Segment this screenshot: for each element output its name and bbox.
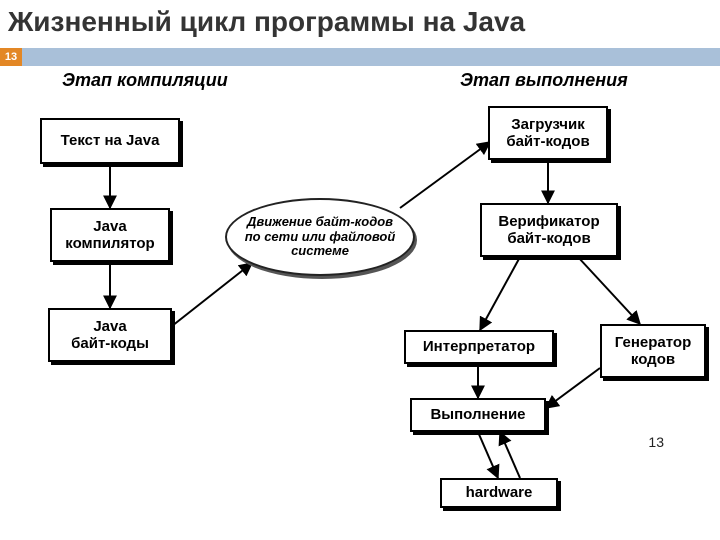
node-compiler-label: Javaкомпилятор bbox=[65, 218, 154, 253]
node-hardware: hardware bbox=[440, 478, 558, 508]
node-verifier: Верификаторбайт-кодов bbox=[480, 203, 618, 257]
node-compiler: Javaкомпилятор bbox=[50, 208, 170, 262]
node-execution: Выполнение bbox=[410, 398, 546, 432]
diagram-canvas: Этап компиляции Этап выполнения Текст на… bbox=[0, 58, 720, 540]
node-interpreter: Интерпретатор bbox=[404, 330, 554, 364]
node-codegen: Генераторкодов bbox=[600, 324, 706, 378]
node-codegen-label: Генераторкодов bbox=[615, 334, 691, 369]
node-interpreter-label: Интерпретатор bbox=[423, 338, 535, 355]
node-source: Текст на Java bbox=[40, 118, 180, 164]
section-compile-label: Этап компиляции bbox=[62, 70, 228, 91]
page-title: Жизненный цикл программы на Java bbox=[0, 0, 720, 48]
node-transport: Движение байт-кодовпо сети или файловойс… bbox=[225, 198, 415, 276]
node-hardware-label: hardware bbox=[466, 484, 533, 501]
node-transport-label: Движение байт-кодовпо сети или файловойс… bbox=[245, 215, 396, 260]
node-bytecode: Javaбайт-коды bbox=[48, 308, 172, 362]
node-bytecode-label: Javaбайт-коды bbox=[71, 318, 149, 353]
node-verifier-label: Верификаторбайт-кодов bbox=[498, 213, 599, 248]
page-number: 13 bbox=[648, 434, 664, 450]
node-loader: Загрузчикбайт-кодов bbox=[488, 106, 608, 160]
node-execution-label: Выполнение bbox=[430, 406, 525, 423]
node-source-label: Текст на Java bbox=[61, 132, 160, 149]
node-loader-label: Загрузчикбайт-кодов bbox=[506, 116, 589, 151]
section-execute-label: Этап выполнения bbox=[460, 70, 628, 91]
